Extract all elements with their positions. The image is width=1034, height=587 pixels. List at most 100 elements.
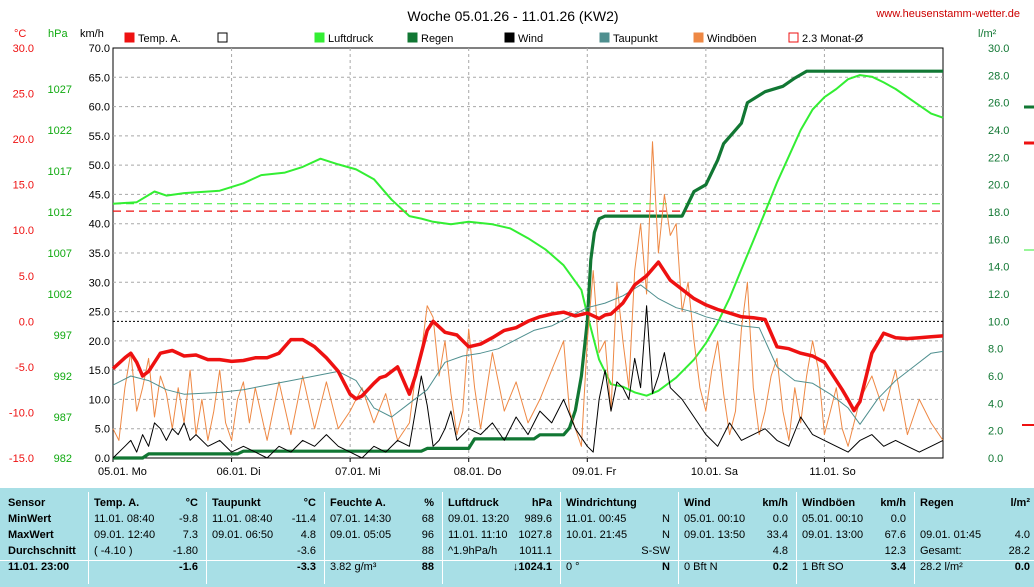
chart-axes: 30.0 25.0 20.0 15.0 10.0 5.0 0.0 -5.0 -10.0 -15.0… [9, 43, 1034, 478]
legend-swatch [124, 32, 135, 43]
legend-swatch [788, 32, 799, 43]
wind-tick-label: 65.0 [89, 72, 110, 84]
table-cell-value: 88 [421, 561, 434, 573]
wind-line [112, 305, 944, 459]
table-header-unit: °C [185, 497, 198, 509]
table-row-label: 11.01. 23:00 [8, 561, 70, 573]
x-tick-label: 11.01. So [809, 466, 855, 478]
table-header: Temp. A. [94, 497, 140, 509]
temperature-line [111, 260, 944, 413]
table-cell-value: -1.80 [172, 545, 198, 557]
table-header-unit: km/h [762, 497, 788, 509]
table-header: Taupunkt [212, 497, 261, 509]
pressure-tick-label: 997 [54, 330, 72, 342]
legend-swatch [407, 32, 418, 43]
table-divider [0, 560, 1034, 561]
table-cell-value: -11.4 [291, 513, 316, 525]
table-cell-value: -1.6 [179, 561, 198, 573]
table-cell-value: 4.8 [772, 545, 788, 557]
chart-legend: Temp. A. Luftdruck Regen Wind Taupunkt Windbö… [124, 32, 864, 45]
rain-tick-label: 20.0 [988, 180, 1009, 192]
weather-chart: Woche 05.01.26 - 11.01.26 (KW2) www.heus… [9, 8, 1034, 478]
temp-unit-label: °C [14, 28, 26, 40]
temp-tick-label: 0.0 [19, 316, 34, 328]
table-cell-value: -9.8 [179, 513, 198, 525]
table-cell-value: N [662, 513, 670, 525]
pressure-unit-label: hPa [48, 28, 68, 40]
table-cell-left: 11.01. 11:10 [448, 529, 508, 541]
table-cell-value: 68 [421, 513, 434, 525]
wind-tick-label: 30.0 [89, 277, 110, 289]
table-header: Wind [684, 497, 711, 509]
table-cell-value: 0.0 [890, 513, 906, 525]
rain-tick-label: 18.0 [988, 207, 1009, 219]
table-cell-value: 4.0 [1014, 529, 1030, 541]
legend-label: Regen [421, 33, 453, 45]
rain-tick-label: 14.0 [988, 262, 1009, 274]
chart-grid [112, 47, 944, 459]
temp-tick-label: -15.0 [9, 453, 34, 465]
pressure-tick-label: 982 [54, 453, 72, 465]
table-cell-left: 09.01. 01:45 [920, 529, 982, 541]
legend-label: 2.3 Monat-Ø [802, 33, 864, 45]
pressure-line [112, 74, 944, 397]
table-column-divider [206, 492, 207, 584]
wind-tick-label: 55.0 [89, 131, 110, 143]
chart-series [111, 69, 944, 460]
table-header: Windböen [802, 497, 856, 509]
table-cell-value: N [662, 561, 670, 573]
wind-tick-label: 45.0 [89, 189, 110, 201]
pressure-tick-label: 1017 [48, 166, 72, 178]
table-cell-left: 0 ° [566, 561, 580, 573]
legend-label: Windböen [707, 33, 757, 45]
temp-tick-label: 20.0 [13, 134, 34, 146]
table-header: Luftdruck [448, 497, 499, 509]
table-column-divider [88, 492, 89, 584]
table-cell-left: 09.01. 13:00 [802, 529, 864, 541]
wind-tick-label: 40.0 [89, 219, 110, 231]
temp-tick-label: 5.0 [19, 271, 34, 283]
wind-tick-label: 60.0 [89, 102, 110, 114]
x-tick-label: 07.01. Mi [335, 466, 380, 478]
wind-tick-label: 0.0 [95, 453, 110, 465]
table-cell-left: 09.01. 13:20 [448, 513, 510, 525]
temp-tick-label: 10.0 [13, 225, 34, 237]
x-tick-label: 09.01. Fr [572, 466, 616, 478]
temp-tick-label: 15.0 [13, 180, 34, 192]
table-cell-value: 88 [421, 545, 434, 557]
rain-tick-label: 10.0 [988, 316, 1009, 328]
table-cell-left: ( -4.10 ) [94, 545, 133, 557]
table-cell-left: 09.01. 12:40 [94, 529, 156, 541]
table-row-label: Durchschnitt [8, 545, 76, 557]
table-cell-left: 1 Bft SO [802, 561, 844, 573]
table-cell-left: 05.01. 00:10 [684, 513, 746, 525]
rain-tick-label: 4.0 [988, 398, 1003, 410]
pressure-tick-label: 987 [54, 412, 72, 424]
wind-tick-label: 15.0 [89, 365, 110, 377]
statistics-table: Sensor Temp. A. °C Taupunkt °C Feuchte A.% Luf… [0, 488, 1034, 587]
table-cell-value: 67.6 [884, 529, 906, 541]
rain-tick-label: 24.0 [988, 125, 1009, 137]
table-header-unit: l/m² [1010, 497, 1030, 509]
legend-label: Luftdruck [328, 33, 374, 45]
wind-tick-label: 10.0 [89, 394, 110, 406]
table-header: Windrichtung [566, 497, 637, 509]
rain-tick-label: 2.0 [988, 426, 1003, 438]
temp-tick-label: 25.0 [13, 89, 34, 101]
x-tick-label: 06.01. Di [217, 466, 261, 478]
table-header-unit: °C [303, 497, 316, 509]
rain-tick-label: 16.0 [988, 234, 1009, 246]
table-cell-value: 0.0 [1014, 561, 1030, 573]
rain-tick-label: 12.0 [988, 289, 1009, 301]
table-cell-left: 07.01. 14:30 [330, 513, 392, 525]
legend-swatch [693, 32, 704, 43]
wind-tick-label: 70.0 [89, 43, 110, 55]
pressure-tick-label: 1012 [48, 207, 72, 219]
table-header-unit: km/h [880, 497, 906, 509]
table-cell-value: 96 [421, 529, 434, 541]
table-cell-value: 28.2 [1008, 545, 1030, 557]
gust-line [112, 141, 944, 447]
table-cell-left: ^1.9hPa/h [448, 545, 498, 557]
legend-swatch [314, 32, 325, 43]
legend-label: Wind [518, 33, 543, 45]
